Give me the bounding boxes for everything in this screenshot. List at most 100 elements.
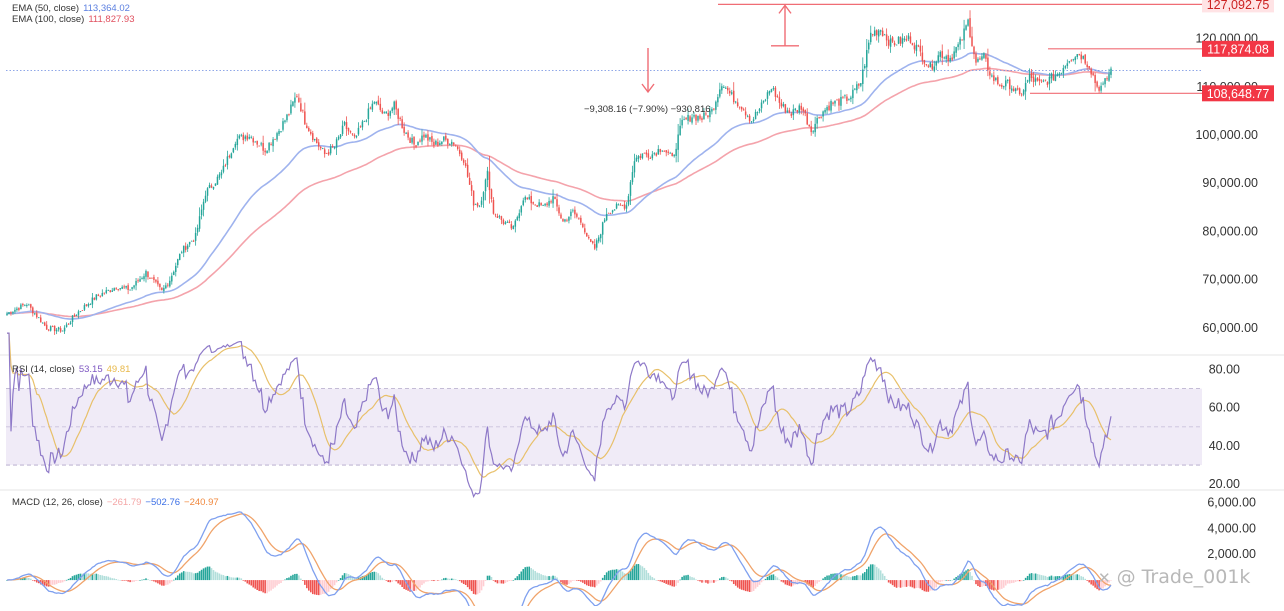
macd-histogram-bar: [427, 580, 429, 582]
macd-histogram-bar: [298, 575, 300, 581]
candle-body: [945, 56, 947, 60]
candle-body: [1036, 77, 1039, 81]
candle-body: [163, 287, 165, 291]
macd-histogram-bar: [659, 580, 662, 582]
macd-histogram-bar: [425, 580, 427, 582]
candle-body: [568, 216, 570, 221]
macd-histogram-bar: [593, 580, 596, 588]
macd-histogram-bar: [250, 580, 253, 586]
candle-body: [38, 317, 40, 319]
ema50-line: [6, 52, 1112, 320]
candle-body: [1082, 55, 1084, 59]
macd-histogram-bar: [949, 580, 951, 581]
macd-histogram-bar: [1028, 573, 1031, 581]
macd-histogram-bar: [947, 580, 949, 581]
candle-body: [319, 147, 322, 149]
macd-histogram-bar: [387, 580, 390, 583]
candle-body: [105, 290, 108, 293]
top-price-label: 127,092.75: [1207, 0, 1270, 12]
macd-histogram-bar: [395, 580, 397, 582]
candle-body: [691, 117, 693, 123]
ema100-line: [7, 67, 1112, 318]
candle-body: [883, 34, 886, 36]
macd-histogram-bar: [927, 580, 930, 592]
macd-histogram-bar: [35, 580, 38, 583]
ema50-legend[interactable]: EMA (50, close) 113,364.02: [12, 3, 134, 14]
candle-body: [871, 34, 874, 36]
macd-histogram-bar: [1010, 580, 1013, 584]
candle-body: [478, 205, 481, 207]
macd-histogram-bar: [709, 580, 711, 584]
macd-histogram-bar: [262, 580, 264, 593]
candle-body: [34, 313, 36, 315]
macd-histogram-bar: [623, 573, 626, 581]
candle-body: [995, 77, 997, 81]
macd-histogram-bar: [931, 580, 934, 591]
macd-histogram-bar: [220, 574, 223, 581]
candle-body: [157, 280, 159, 285]
candle-body: [359, 126, 362, 128]
candle-body: [1106, 78, 1108, 80]
macd-histogram-bar: [1006, 580, 1009, 584]
macd-histogram-bar: [266, 580, 268, 594]
candle-body: [590, 239, 592, 242]
macd-histogram-bar: [1106, 580, 1108, 585]
candle-body: [643, 152, 646, 154]
candle-body: [387, 112, 389, 116]
candle-body: [897, 36, 900, 44]
candle-body: [355, 135, 358, 138]
candle-body: [921, 52, 924, 61]
rsi-legend[interactable]: RSI (14, close) 53.15 49.81: [12, 364, 134, 375]
candle-body: [423, 134, 425, 138]
ema100-legend[interactable]: EMA (100, close) 111,827.93: [12, 14, 138, 25]
candle-body: [973, 46, 975, 55]
macd-legend[interactable]: MACD (12, 26, close) −261.79 −502.76 −240.9…: [12, 497, 223, 508]
candle-body: [665, 150, 667, 153]
candle-body: [502, 219, 505, 224]
candle-body: [778, 97, 781, 103]
macd-histogram-bar: [327, 580, 330, 592]
candle-body: [985, 54, 987, 59]
macd-histogram-bar: [582, 580, 584, 583]
macd-histogram-bar: [790, 580, 793, 587]
candle-body: [488, 171, 491, 191]
macd-histogram-bar: [887, 580, 890, 583]
top-price-label-box: [1202, 0, 1274, 13]
macd-histogram-bar: [131, 580, 133, 583]
candle-body: [411, 137, 413, 143]
macd-histogram-bar: [798, 580, 801, 583]
candle-body: [1080, 54, 1082, 60]
macd-histogram-bar: [1038, 574, 1041, 581]
macd-histogram-bar: [421, 580, 423, 586]
macd-histogram-bar: [863, 572, 866, 581]
candle-body: [169, 280, 171, 287]
macd-histogram-bar: [1040, 575, 1043, 581]
candle-body: [830, 101, 832, 111]
macd-histogram-bar: [206, 566, 209, 581]
macd-histogram-bar: [188, 571, 191, 581]
macd-histogram-bar: [433, 580, 435, 582]
macd-histogram-bar: [913, 580, 916, 589]
macd-histogram-bar: [1036, 573, 1039, 581]
candle-body: [413, 136, 415, 145]
macd-histogram-bar: [877, 568, 880, 581]
candle-body: [375, 101, 378, 104]
macd-histogram-bar: [97, 574, 100, 581]
macd-histogram-bar: [254, 580, 256, 589]
macd-histogram-bar: [901, 580, 904, 588]
macd-histogram-bar: [627, 573, 630, 581]
macd-histogram-bar: [744, 580, 747, 592]
macd-histogram-bar: [1046, 577, 1049, 581]
macd-histogram-bar: [883, 575, 886, 581]
macd-histogram-bar: [22, 577, 24, 581]
macd-histogram-bar: [766, 576, 769, 581]
candle-body: [204, 195, 207, 202]
candle-body: [399, 117, 401, 119]
candle-body: [14, 309, 16, 312]
candle-body: [613, 209, 616, 211]
ema100-legend-label: EMA (100, close): [12, 14, 85, 25]
candle-body: [864, 65, 866, 69]
candle-body: [121, 286, 123, 289]
candle-body: [699, 115, 701, 119]
